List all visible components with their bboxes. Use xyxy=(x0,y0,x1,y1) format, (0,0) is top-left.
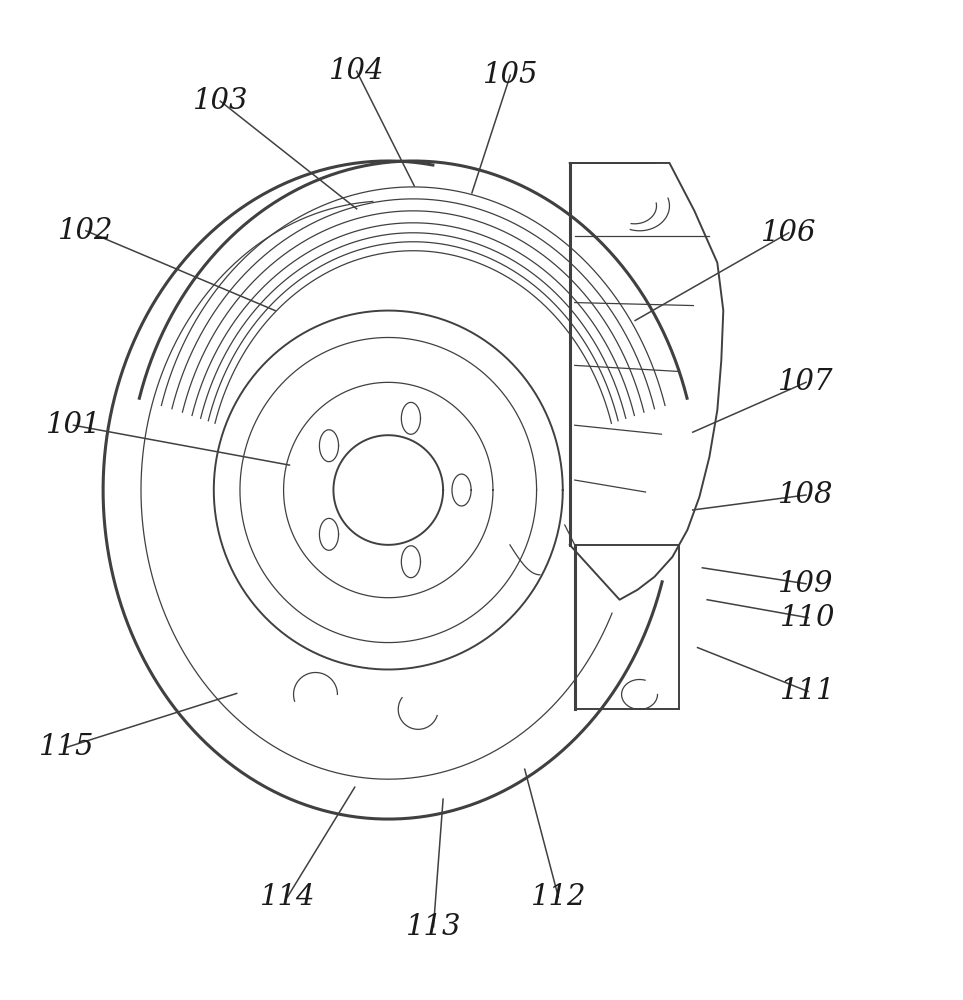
Text: 105: 105 xyxy=(482,61,538,89)
Text: 112: 112 xyxy=(531,883,586,911)
Text: 113: 113 xyxy=(405,913,461,941)
Text: 104: 104 xyxy=(329,57,384,85)
Text: 103: 103 xyxy=(193,87,248,115)
Text: 107: 107 xyxy=(778,368,834,396)
Text: 106: 106 xyxy=(761,219,817,247)
Text: 108: 108 xyxy=(778,481,834,509)
Text: 101: 101 xyxy=(45,411,101,439)
Text: 115: 115 xyxy=(39,733,94,761)
Text: 109: 109 xyxy=(778,570,834,598)
Text: 114: 114 xyxy=(260,883,315,911)
Text: 111: 111 xyxy=(780,677,836,705)
Text: 110: 110 xyxy=(780,604,836,632)
Text: 102: 102 xyxy=(58,217,114,245)
